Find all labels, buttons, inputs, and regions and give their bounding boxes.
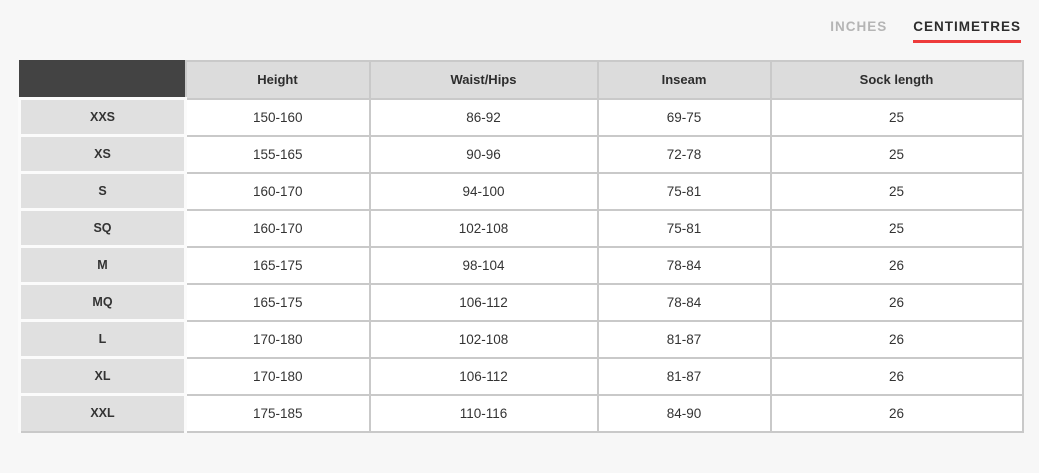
size-label: SQ [18, 208, 187, 248]
waist-hips-cell: 94-100 [368, 171, 599, 211]
corner-header-cell [18, 60, 187, 100]
column-header-inseam: Inseam [596, 60, 772, 100]
size-chart-table: Height Waist/Hips Inseam Sock length XXS… [18, 60, 1024, 433]
height-cell: 165-175 [184, 245, 371, 285]
header-row: Height Waist/Hips Inseam Sock length [18, 60, 1024, 100]
waist-hips-cell: 98-104 [368, 245, 599, 285]
sock-length-cell: 26 [769, 245, 1024, 285]
sock-length-cell: 25 [769, 97, 1024, 137]
waist-hips-cell: 102-108 [368, 208, 599, 248]
sock-length-cell: 26 [769, 356, 1024, 396]
height-cell: 170-180 [184, 356, 371, 396]
height-cell: 165-175 [184, 282, 371, 322]
waist-hips-cell: 106-112 [368, 356, 599, 396]
height-cell: 155-165 [184, 134, 371, 174]
waist-hips-cell: 102-108 [368, 319, 599, 359]
size-chart-container: Height Waist/Hips Inseam Sock length XXS… [18, 60, 1024, 433]
table-row: XXL 175-185 110-116 84-90 26 [18, 393, 1024, 433]
table-row: XL 170-180 106-112 81-87 26 [18, 356, 1024, 396]
waist-hips-cell: 110-116 [368, 393, 599, 433]
table-row: L 170-180 102-108 81-87 26 [18, 319, 1024, 359]
waist-hips-cell: 86-92 [368, 97, 599, 137]
inseam-cell: 69-75 [596, 97, 772, 137]
table-row: S 160-170 94-100 75-81 25 [18, 171, 1024, 211]
inseam-cell: 81-87 [596, 319, 772, 359]
inseam-cell: 72-78 [596, 134, 772, 174]
inseam-cell: 84-90 [596, 393, 772, 433]
size-label: XXS [18, 97, 187, 137]
table-row: M 165-175 98-104 78-84 26 [18, 245, 1024, 285]
inseam-cell: 75-81 [596, 208, 772, 248]
sock-length-cell: 25 [769, 208, 1024, 248]
height-cell: 160-170 [184, 171, 371, 211]
size-label: XXL [18, 393, 187, 433]
inseam-cell: 75-81 [596, 171, 772, 211]
size-label: L [18, 319, 187, 359]
height-cell: 175-185 [184, 393, 371, 433]
waist-hips-cell: 90-96 [368, 134, 599, 174]
unit-option-inches[interactable]: INCHES [830, 19, 888, 34]
waist-hips-cell: 106-112 [368, 282, 599, 322]
height-cell: 170-180 [184, 319, 371, 359]
unit-option-centimetres[interactable]: CENTIMETRES [913, 19, 1021, 43]
size-label: XS [18, 134, 187, 174]
height-cell: 150-160 [184, 97, 371, 137]
sock-length-cell: 26 [769, 319, 1024, 359]
height-cell: 160-170 [184, 208, 371, 248]
size-label: MQ [18, 282, 187, 322]
unit-toggle: INCHES CENTIMETRES [0, 0, 1039, 46]
column-header-waist-hips: Waist/Hips [368, 60, 599, 100]
inseam-cell: 78-84 [596, 282, 772, 322]
size-label: S [18, 171, 187, 211]
sock-length-cell: 26 [769, 393, 1024, 433]
column-header-sock-length: Sock length [769, 60, 1024, 100]
sock-length-cell: 25 [769, 134, 1024, 174]
size-label: XL [18, 356, 187, 396]
column-header-height: Height [184, 60, 371, 100]
sock-length-cell: 26 [769, 282, 1024, 322]
size-label: M [18, 245, 187, 285]
sock-length-cell: 25 [769, 171, 1024, 211]
table-row: MQ 165-175 106-112 78-84 26 [18, 282, 1024, 322]
table-row: SQ 160-170 102-108 75-81 25 [18, 208, 1024, 248]
inseam-cell: 81-87 [596, 356, 772, 396]
table-row: XXS 150-160 86-92 69-75 25 [18, 97, 1024, 137]
table-row: XS 155-165 90-96 72-78 25 [18, 134, 1024, 174]
inseam-cell: 78-84 [596, 245, 772, 285]
